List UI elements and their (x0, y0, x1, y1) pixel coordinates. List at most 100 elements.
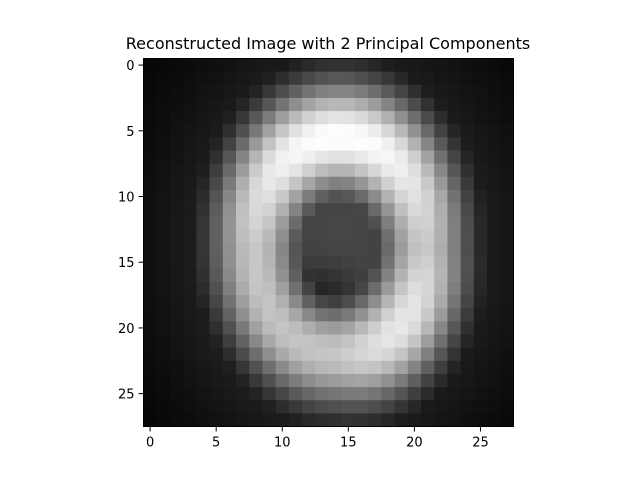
image-pixel (222, 111, 237, 125)
image-pixel (249, 360, 263, 375)
image-pixel (434, 163, 448, 178)
image-pixel (143, 189, 158, 204)
image-pixel (156, 189, 171, 204)
image-pixel (407, 97, 422, 112)
image-pixel (368, 84, 382, 99)
image-pixel (143, 176, 158, 191)
image-pixel (381, 229, 395, 243)
image-pixel (487, 268, 501, 283)
y-tick-label: 0 (126, 59, 134, 74)
image-pixel (302, 268, 316, 283)
image-pixel (156, 163, 171, 178)
image-pixel (434, 321, 448, 335)
image-pixel (341, 176, 356, 191)
image-pixel (500, 137, 514, 151)
image-pixel (328, 111, 343, 125)
image-pixel (368, 58, 382, 73)
image-pixel (222, 71, 237, 86)
image-pixel (434, 347, 448, 362)
image-pixel (434, 229, 448, 243)
image-pixel (156, 308, 171, 322)
image-pixel (143, 163, 158, 178)
image-pixel (421, 400, 435, 414)
image-pixel (341, 281, 356, 296)
image-pixel (421, 150, 435, 165)
image-pixel (434, 150, 448, 165)
image-pixel (354, 281, 369, 296)
image-pixel (500, 321, 514, 335)
image-pixel (143, 308, 158, 322)
image-pixel (447, 189, 462, 204)
image-pixel (183, 321, 197, 335)
image-pixel (262, 387, 277, 401)
image-pixel (381, 321, 395, 335)
image-pixel (407, 216, 422, 230)
image-pixel (302, 242, 316, 257)
y-tick-label: 5 (126, 125, 134, 140)
image-pixel (209, 347, 224, 362)
image-pixel (341, 295, 356, 309)
image-pixel (381, 387, 395, 401)
image-pixel (143, 216, 158, 230)
image-pixel (288, 229, 303, 243)
image-pixel (143, 360, 158, 375)
image-pixel (407, 137, 422, 151)
image-pixel (209, 400, 224, 414)
image-pixel (368, 124, 382, 138)
image-pixel (315, 360, 329, 375)
image-pixel (460, 84, 475, 99)
image-pixel (434, 308, 448, 322)
y-tick-label: 25 (118, 388, 135, 403)
image-pixel (473, 176, 488, 191)
image-pixel (143, 242, 158, 257)
image-pixel (354, 163, 369, 178)
image-pixel (460, 295, 475, 309)
image-pixel (328, 150, 343, 165)
image-pixel (394, 124, 409, 138)
image-pixel (473, 347, 488, 362)
image-pixel (249, 334, 263, 349)
image-pixel (421, 163, 435, 178)
image-pixel (447, 281, 462, 296)
image-pixel (236, 229, 250, 243)
image-pixel (460, 321, 475, 335)
image-pixel (407, 229, 422, 243)
image-pixel (169, 334, 184, 349)
image-pixel (434, 137, 448, 151)
image-pixel (354, 413, 369, 427)
image-pixel (394, 163, 409, 178)
image-pixel (236, 163, 250, 178)
image-pixel (421, 387, 435, 401)
image-pixel (341, 334, 356, 349)
image-pixel (394, 97, 409, 112)
image-pixel (460, 334, 475, 349)
image-pixel (315, 321, 329, 335)
image-pixel (143, 97, 158, 112)
image-pixel (421, 373, 435, 388)
image-pixel (341, 58, 356, 73)
image-pixel (368, 176, 382, 191)
image-pixel (434, 84, 448, 99)
image-pixel (302, 347, 316, 362)
image-pixel (354, 58, 369, 73)
image-pixel (421, 242, 435, 257)
image-pixel (328, 413, 343, 427)
image-pixel (222, 189, 237, 204)
image-pixel (394, 281, 409, 296)
image-pixel (275, 71, 290, 86)
image-pixel (169, 124, 184, 138)
image-pixel (262, 321, 277, 335)
image-pixel (262, 268, 277, 283)
image-pixel (487, 216, 501, 230)
image-pixel (434, 97, 448, 112)
image-pixel (183, 387, 197, 401)
image-pixel (302, 71, 316, 86)
image-pixel (407, 387, 422, 401)
image-pixel (236, 137, 250, 151)
image-pixel (473, 150, 488, 165)
image-pixel (196, 347, 210, 362)
image-pixel (341, 189, 356, 204)
x-tick-label: 20 (406, 436, 423, 451)
image-pixel (407, 124, 422, 138)
image-pixel (196, 137, 210, 151)
